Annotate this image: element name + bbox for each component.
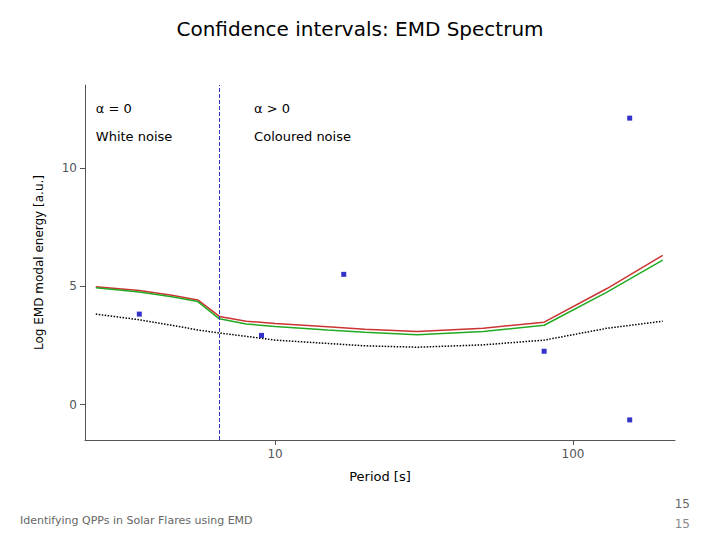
svg-text:White noise: White noise bbox=[96, 129, 173, 144]
svg-text:Confidence intervals: EMD Spec: Confidence intervals: EMD Spectrum bbox=[176, 17, 543, 41]
svg-text:α > 0: α > 0 bbox=[254, 101, 290, 116]
svg-text:5: 5 bbox=[69, 279, 77, 293]
svg-text:10: 10 bbox=[62, 161, 77, 175]
svg-text:10: 10 bbox=[267, 447, 282, 461]
svg-text:Coloured noise: Coloured noise bbox=[254, 129, 351, 144]
svg-text:0: 0 bbox=[69, 398, 77, 412]
svg-text:100: 100 bbox=[562, 447, 585, 461]
svg-text:Identifying QPPs in Solar Flar: Identifying QPPs in Solar Flares using E… bbox=[20, 514, 253, 527]
svg-text:15: 15 bbox=[675, 517, 690, 531]
svg-text:Log EMD modal energy [a.u.]: Log EMD modal energy [a.u.] bbox=[32, 175, 46, 350]
svg-text:Period [s]: Period [s] bbox=[349, 469, 411, 484]
svg-text:15: 15 bbox=[675, 497, 690, 511]
svg-text:α = 0: α = 0 bbox=[96, 101, 132, 116]
